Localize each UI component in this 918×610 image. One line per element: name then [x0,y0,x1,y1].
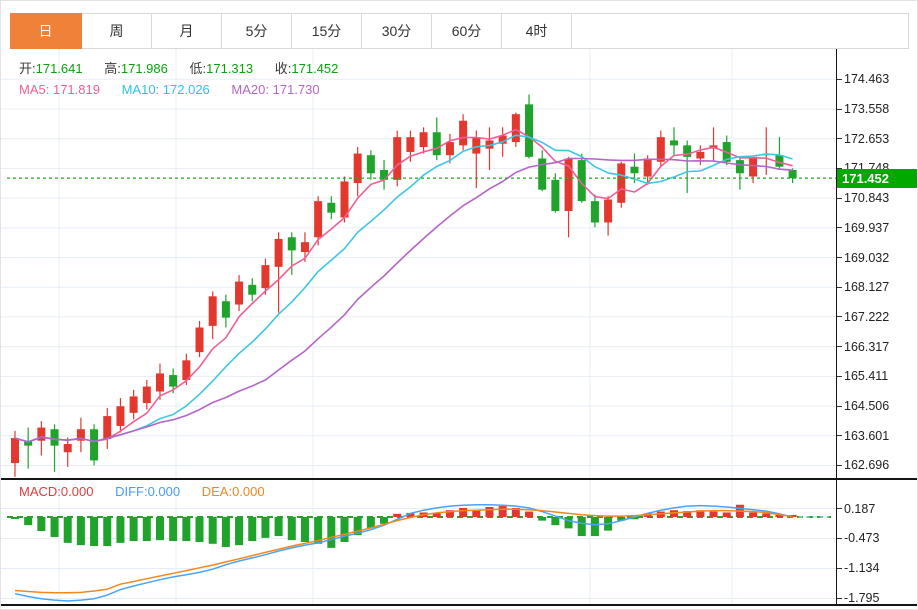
tab-week[interactable]: 周 [82,14,152,48]
macd-bottom-border [1,604,917,606]
y-axis-tick: 165.411 [837,367,888,385]
macd-chart[interactable] [1,480,836,606]
tab-30min[interactable]: 30分 [362,14,432,48]
current-price-tag: 171.452 [837,169,917,188]
low-label: 低: [189,61,207,76]
open-value: 171.641 [35,61,83,76]
y-axis-tick: 169.937 [837,219,889,237]
macd-label: MACD: [19,484,61,499]
y-axis-tick: 169.032 [837,249,889,267]
high-value: 171.986 [120,61,168,76]
macd-info-row: MACD:0.000 DIFF:0.000 DEA:0.000 [19,484,283,499]
tab-15min[interactable]: 15分 [292,14,362,48]
dea-label: DEA: [201,484,233,499]
ma20-value: 171.730 [272,82,320,97]
y-axis-tick: 172.653 [837,130,889,148]
ma5-label: MA5: [19,82,50,97]
close-value: 171.452 [291,61,339,76]
ma10-label: MA10: [121,82,160,97]
dea-value: 0.000 [232,484,265,499]
y-axis-tick: 167.222 [837,308,889,326]
close-label: 收: [274,61,292,76]
macd-value: 0.000 [60,484,94,499]
tab-60min[interactable]: 60分 [432,14,502,48]
y-axis-tick: 163.601 [837,427,889,445]
low-value: 171.313 [206,61,254,76]
tab-day[interactable]: 日 [10,13,82,49]
y-axis-tick: -1.134 [837,559,879,577]
candlestick-chart[interactable] [1,49,836,480]
y-axis-tick: 0.187 [837,500,875,518]
ma5-value: 171.819 [52,82,100,97]
y-axis-tick: -0.473 [837,529,879,547]
y-axis-tick: -1.795 [837,589,879,607]
y-axis-tick: 173.558 [837,100,889,118]
y-axis-tick: 170.843 [837,189,889,207]
candles [11,94,797,477]
tab-month[interactable]: 月 [152,14,222,48]
ma10-value: 172.026 [162,82,210,97]
y-axis-tick: 162.696 [837,456,889,474]
diff-value: 0.000 [147,484,181,499]
y-axis-tick: 168.127 [837,278,889,296]
diff-label: DIFF: [115,484,148,499]
ohlc-info-row: 开:171.641 高:171.986 低:171.313 收:171.452 [19,58,356,77]
timeframe-tabbar: 日周月 5分 15分 30分 60分 4时 [10,13,909,49]
high-label: 高: [104,61,121,76]
ma-info-row: MA5: 171.819 MA10: 172.026 MA20: 171.730 [19,82,338,97]
open-label: 开: [19,61,36,76]
tab-4hour[interactable]: 4时 [502,14,572,48]
y-axis-tick: 174.463 [837,70,889,88]
y-axis-tick: 164.506 [837,397,889,415]
macd-histogram [11,504,797,548]
ma20-label: MA20: [231,82,269,97]
price-axis: 174.463173.558172.653171.748170.843169.9… [836,49,917,607]
main-chart-bottom-border [1,478,917,480]
tab-5min[interactable]: 5分 [222,14,292,48]
y-axis-tick: 166.317 [837,338,889,356]
